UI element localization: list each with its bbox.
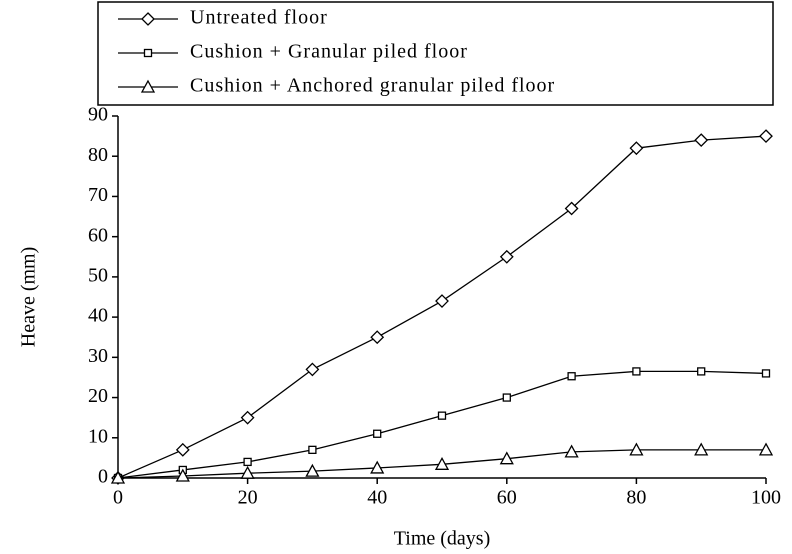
marker [694, 442, 709, 456]
marker [564, 201, 579, 216]
legend-label: Untreated floor [190, 7, 328, 29]
marker [564, 444, 579, 458]
y-tick-label: 70 [88, 184, 108, 206]
y-tick-label: 30 [88, 345, 108, 367]
x-tick-label: 60 [497, 487, 517, 509]
marker [435, 294, 449, 308]
marker [499, 451, 514, 465]
y-tick-label: 10 [88, 425, 108, 447]
y-axis-label: Heave (mm) [18, 247, 40, 348]
marker [629, 442, 644, 456]
marker [305, 362, 320, 377]
marker [370, 460, 385, 474]
marker [240, 465, 255, 479]
marker [567, 372, 576, 381]
marker [629, 141, 644, 156]
x-tick-label: 20 [238, 487, 258, 509]
marker [240, 410, 255, 425]
y-tick-label: 40 [88, 305, 108, 327]
marker [141, 12, 155, 26]
legend-label: Cushion + Granular piled floor [190, 41, 468, 63]
marker [370, 330, 385, 345]
legend-box [97, 1, 774, 106]
y-tick-label: 50 [88, 264, 108, 286]
marker [175, 468, 190, 482]
marker [373, 429, 382, 438]
y-tick-label: 60 [88, 224, 108, 246]
marker [437, 411, 447, 420]
marker [308, 445, 317, 454]
marker [110, 470, 126, 484]
x-tick-label: 100 [751, 487, 781, 509]
x-tick-label: 80 [626, 487, 646, 509]
marker [697, 367, 706, 376]
marker [143, 48, 153, 58]
marker [305, 463, 320, 477]
marker [175, 442, 190, 457]
x-axis-label: Time (days) [394, 528, 490, 550]
marker [140, 79, 156, 93]
marker [632, 367, 641, 376]
marker [761, 369, 771, 378]
y-tick-label: 80 [88, 144, 108, 166]
y-tick-label: 0 [98, 466, 108, 488]
x-tick-label: 40 [367, 487, 387, 509]
marker [694, 133, 709, 148]
marker [758, 442, 774, 456]
marker [243, 457, 252, 467]
marker [499, 249, 514, 264]
marker [502, 393, 511, 402]
y-tick-label: 90 [88, 104, 108, 126]
y-tick-label: 20 [88, 385, 108, 407]
legend-label: Cushion + Anchored granular piled floor [190, 75, 555, 97]
x-tick-label: 0 [113, 487, 123, 509]
marker [434, 456, 450, 470]
marker [759, 129, 773, 144]
